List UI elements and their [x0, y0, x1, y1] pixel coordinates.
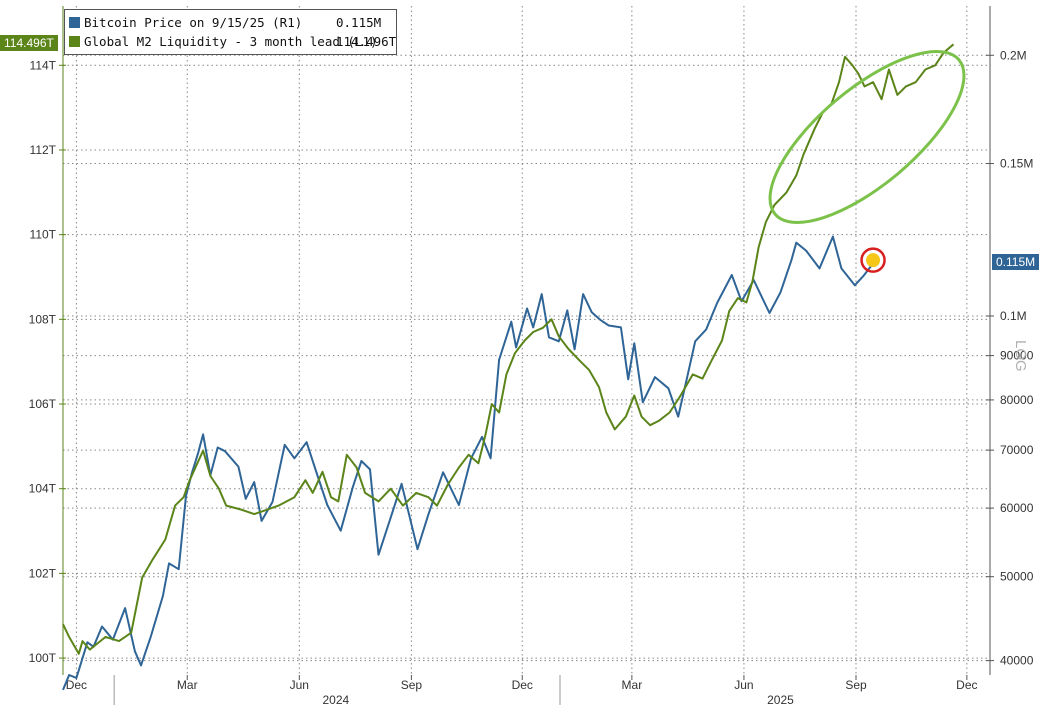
- last-value-flag-bitcoin: 0.115M: [992, 254, 1040, 271]
- right-tick-label: 80000: [1000, 393, 1034, 407]
- right-tick-label: 70000: [1000, 443, 1034, 457]
- legend-value-bitcoin: 0.115M: [336, 15, 382, 30]
- right-tick-label: 40000: [1000, 654, 1034, 668]
- x-tick-label: Jun: [290, 678, 309, 692]
- gridlines: [63, 6, 990, 675]
- x-tick-label: Sep: [401, 678, 423, 692]
- series-lines: [62, 43, 955, 691]
- highlight-dot: [866, 253, 881, 268]
- x-year-label: 2025: [767, 693, 794, 706]
- legend-swatch-bitcoin: [69, 17, 80, 28]
- legend-label-m2: Global M2 Liquidity - 3 month lead (L1): [84, 34, 378, 49]
- legend-value-m2: 114.496T: [336, 34, 397, 49]
- highlight-ellipse: [768, 50, 966, 224]
- x-tick-label: Dec: [512, 678, 533, 692]
- last-value-flag-m2: 114.496T: [0, 35, 58, 52]
- legend: Bitcoin Price on 9/15/25 (R1) 0.115M Glo…: [64, 9, 397, 55]
- left-tick-label: 104T: [29, 482, 57, 496]
- log-axis-label: LOG: [1012, 340, 1029, 372]
- global-m2-line: [62, 43, 955, 655]
- left-tick-label: 110T: [30, 228, 57, 242]
- bitcoin-price-line: [62, 235, 874, 691]
- right-tick-label: 90000: [1000, 349, 1034, 363]
- axes: Dec Mar Jun Sep Dec Mar Jun Sep Dec 2024 2025 100T 1…: [29, 6, 1034, 706]
- left-tick-label: 114T: [30, 58, 57, 72]
- legend-item-bitcoin: Bitcoin Price on 9/15/25 (R1) 0.115M: [69, 15, 381, 30]
- x-tick-label: Sep: [845, 678, 867, 692]
- right-tick-label: 0.1M: [1000, 309, 1027, 323]
- left-tick-label: 112T: [30, 143, 57, 157]
- right-tick-label: 0.15M: [1000, 156, 1033, 170]
- x-year-label: 2024: [323, 693, 350, 706]
- left-tick-label: 108T: [29, 312, 57, 326]
- right-tick-label: 50000: [1000, 570, 1034, 584]
- legend-item-m2: Global M2 Liquidity - 3 month lead (L1) …: [69, 34, 396, 49]
- left-tick-label: 100T: [29, 651, 57, 665]
- x-tick-label: Dec: [66, 678, 87, 692]
- x-tick-label: Dec: [956, 678, 977, 692]
- annotations: [768, 50, 966, 273]
- right-tick-label: 60000: [1000, 501, 1034, 515]
- x-tick-label: Mar: [622, 678, 643, 692]
- right-tick-label: 0.2M: [1000, 48, 1027, 62]
- highlight-circle: [860, 247, 886, 273]
- left-tick-label: 102T: [29, 566, 57, 580]
- legend-swatch-m2: [69, 36, 80, 47]
- legend-label-bitcoin: Bitcoin Price on 9/15/25 (R1): [84, 15, 303, 30]
- x-tick-label: Mar: [177, 678, 198, 692]
- x-tick-label: Jun: [734, 678, 753, 692]
- left-tick-label: 106T: [29, 397, 57, 411]
